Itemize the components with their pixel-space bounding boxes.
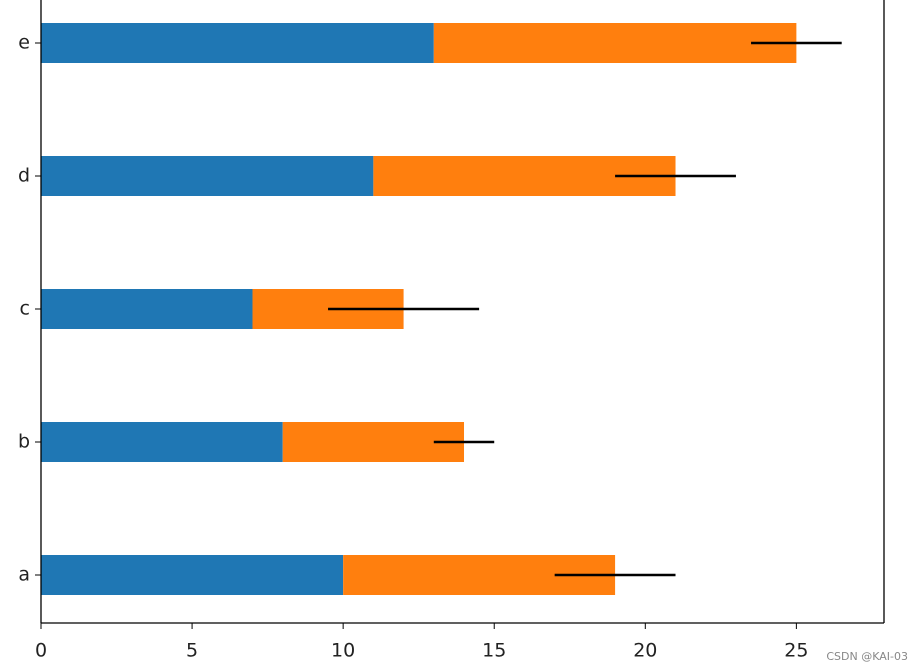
bar bbox=[433, 23, 797, 63]
x-tick-label: 20 bbox=[633, 640, 657, 662]
x-tick-label: 0 bbox=[35, 640, 47, 662]
y-tick-label: d bbox=[18, 165, 30, 187]
bar bbox=[41, 289, 253, 329]
x-tick-label: 5 bbox=[186, 640, 198, 662]
y-tick-label: c bbox=[20, 298, 30, 320]
x-tick-label: 25 bbox=[784, 640, 808, 662]
x-tick-label: 10 bbox=[331, 640, 355, 662]
y-tick-label: e bbox=[18, 32, 30, 54]
y-tick-label: a bbox=[18, 564, 30, 586]
y-tick-label: b bbox=[18, 431, 30, 453]
watermark: CSDN @KAI-03 bbox=[826, 650, 908, 663]
x-tick-label: 15 bbox=[482, 640, 506, 662]
bar bbox=[41, 156, 374, 196]
bar bbox=[41, 555, 344, 595]
bar bbox=[41, 422, 283, 462]
bar bbox=[41, 23, 434, 63]
